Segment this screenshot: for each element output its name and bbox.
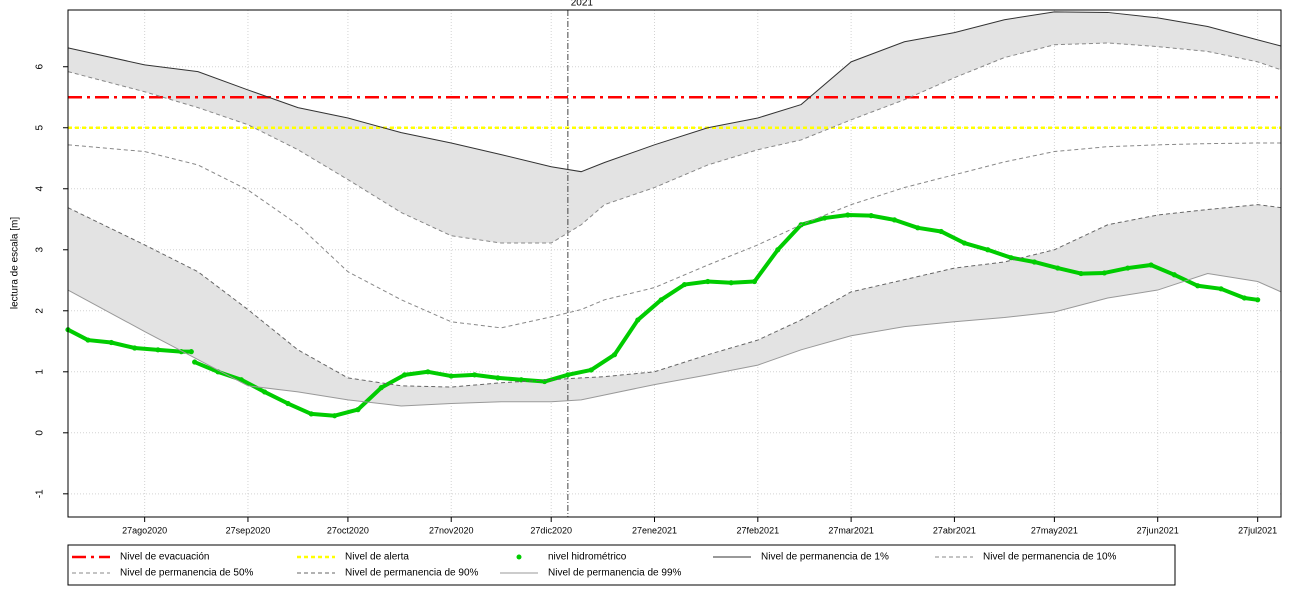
data-point (1031, 259, 1038, 265)
data-point (401, 372, 408, 378)
data-point (448, 373, 454, 379)
x-tick-label: 27feb2021 (737, 525, 780, 535)
data-point (635, 317, 641, 323)
data-point (308, 411, 314, 417)
data-point (1055, 265, 1061, 271)
data-point (355, 407, 361, 413)
legend-label: Nivel de evacuación (120, 552, 210, 563)
data-point (1171, 272, 1177, 278)
y-tick-label: 0 (35, 430, 46, 436)
data-point (285, 400, 291, 407)
y-axis-title: lectura de escala [m] (10, 217, 21, 309)
data-point (425, 369, 431, 375)
x-tick-label: 27nov2020 (429, 525, 474, 535)
data-point (1195, 283, 1201, 289)
band (68, 11, 1281, 244)
x-tick-label: 27sep2020 (226, 525, 271, 535)
x-tick-label: 27mar2021 (828, 525, 874, 535)
data-point (471, 372, 478, 378)
y-tick-label: 5 (35, 125, 46, 131)
x-tick-label: 27ago2020 (122, 525, 167, 535)
y-tick-label: 3 (35, 247, 46, 253)
y-tick-label: -1 (35, 489, 46, 498)
legend-label: Nivel de permanencia de 10% (983, 552, 1117, 563)
data-point (192, 359, 198, 365)
x-tick-label: 27jun2021 (1137, 525, 1179, 535)
data-point (658, 297, 664, 303)
data-point (915, 225, 921, 231)
data-point (132, 345, 138, 351)
y-tick-label: 2 (35, 308, 46, 314)
data-point (238, 377, 244, 383)
data-point (495, 375, 501, 381)
data-point (728, 280, 734, 286)
legend-label: Nivel de permanencia de 90% (345, 568, 479, 579)
band (68, 204, 1281, 406)
data-point (1148, 262, 1154, 268)
x-tick-label: 27may2021 (1031, 525, 1078, 535)
data-point (891, 217, 898, 223)
legend-label: nivel hidrométrico (548, 552, 627, 563)
data-point (1255, 297, 1261, 303)
series-line (67, 42, 1282, 244)
data-point (611, 352, 618, 358)
data-point (961, 240, 968, 246)
x-tick-label: 27ene2021 (632, 525, 677, 535)
y-tick-label: 6 (35, 64, 46, 70)
legend-label: Nivel de alerta (345, 552, 409, 563)
data-point (1241, 295, 1247, 301)
data-point (565, 372, 571, 378)
data-point (155, 347, 161, 353)
x-tick-label: 27abr2021 (933, 525, 976, 535)
data-point (262, 389, 268, 395)
data-point (108, 339, 114, 346)
series-line (67, 11, 1282, 173)
series-line (67, 204, 1282, 388)
data-point (85, 337, 91, 343)
legend-label: Nivel de permanencia de 50% (120, 568, 254, 579)
plot-frame (67, 9, 1282, 518)
data-point (751, 278, 758, 285)
year-label: 2021 (571, 0, 594, 9)
x-tick-label: 27jul2021 (1238, 525, 1277, 535)
data-point (845, 212, 851, 218)
data-point (588, 367, 594, 373)
data-point (378, 385, 384, 391)
data-point (868, 213, 874, 219)
data-point (1218, 286, 1224, 292)
x-tick-label: 27oct2020 (327, 525, 369, 535)
data-point (188, 349, 194, 355)
data-point (821, 215, 828, 221)
y-tick-label: 1 (35, 369, 46, 375)
series-line (67, 273, 1282, 407)
data-point (705, 278, 711, 285)
data-point (331, 413, 338, 419)
data-point (1101, 270, 1107, 276)
data-point (938, 228, 944, 235)
data-point (1078, 270, 1084, 277)
data-point (681, 281, 688, 288)
data-point (985, 247, 991, 253)
legend-label: Nivel de permanencia de 99% (548, 568, 682, 579)
data-point (1125, 265, 1131, 271)
y-tick-label: 4 (35, 186, 46, 192)
data-point (1008, 255, 1014, 261)
legend-symbol (516, 554, 522, 560)
x-tick-label: 27dic2020 (530, 525, 572, 535)
series-line (67, 142, 1281, 329)
legend-box (67, 544, 1176, 586)
legend-label: Nivel de permanencia de 1% (761, 552, 889, 563)
data-point (775, 247, 781, 253)
